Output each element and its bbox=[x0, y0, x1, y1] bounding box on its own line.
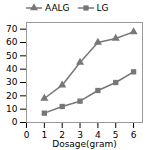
svg-text:5: 5 bbox=[112, 129, 119, 140]
svg-text:20: 20 bbox=[6, 91, 18, 101]
svg-text:6: 6 bbox=[131, 130, 137, 140]
html-text:AALG: AALG bbox=[45, 3, 70, 13]
svg-text:50: 50 bbox=[6, 51, 18, 61]
svg-text:Dosage(gram): Dosage(gram) bbox=[52, 139, 117, 149]
svg-text:4: 4 bbox=[95, 129, 101, 140]
svg-text:70: 70 bbox=[6, 24, 18, 34]
svg-text:10: 10 bbox=[6, 104, 18, 114]
svg-text:0: 0 bbox=[12, 117, 18, 127]
svg-text:3: 3 bbox=[77, 129, 83, 140]
svg-text:40: 40 bbox=[6, 64, 18, 74]
svg-text:2: 2 bbox=[59, 129, 66, 140]
html-text:LG: LG bbox=[96, 3, 109, 13]
svg-text:30: 30 bbox=[6, 77, 18, 87]
svg-text:0: 0 bbox=[24, 130, 30, 140]
svg-text:60: 60 bbox=[6, 37, 18, 47]
svg-text:1: 1 bbox=[41, 130, 47, 140]
